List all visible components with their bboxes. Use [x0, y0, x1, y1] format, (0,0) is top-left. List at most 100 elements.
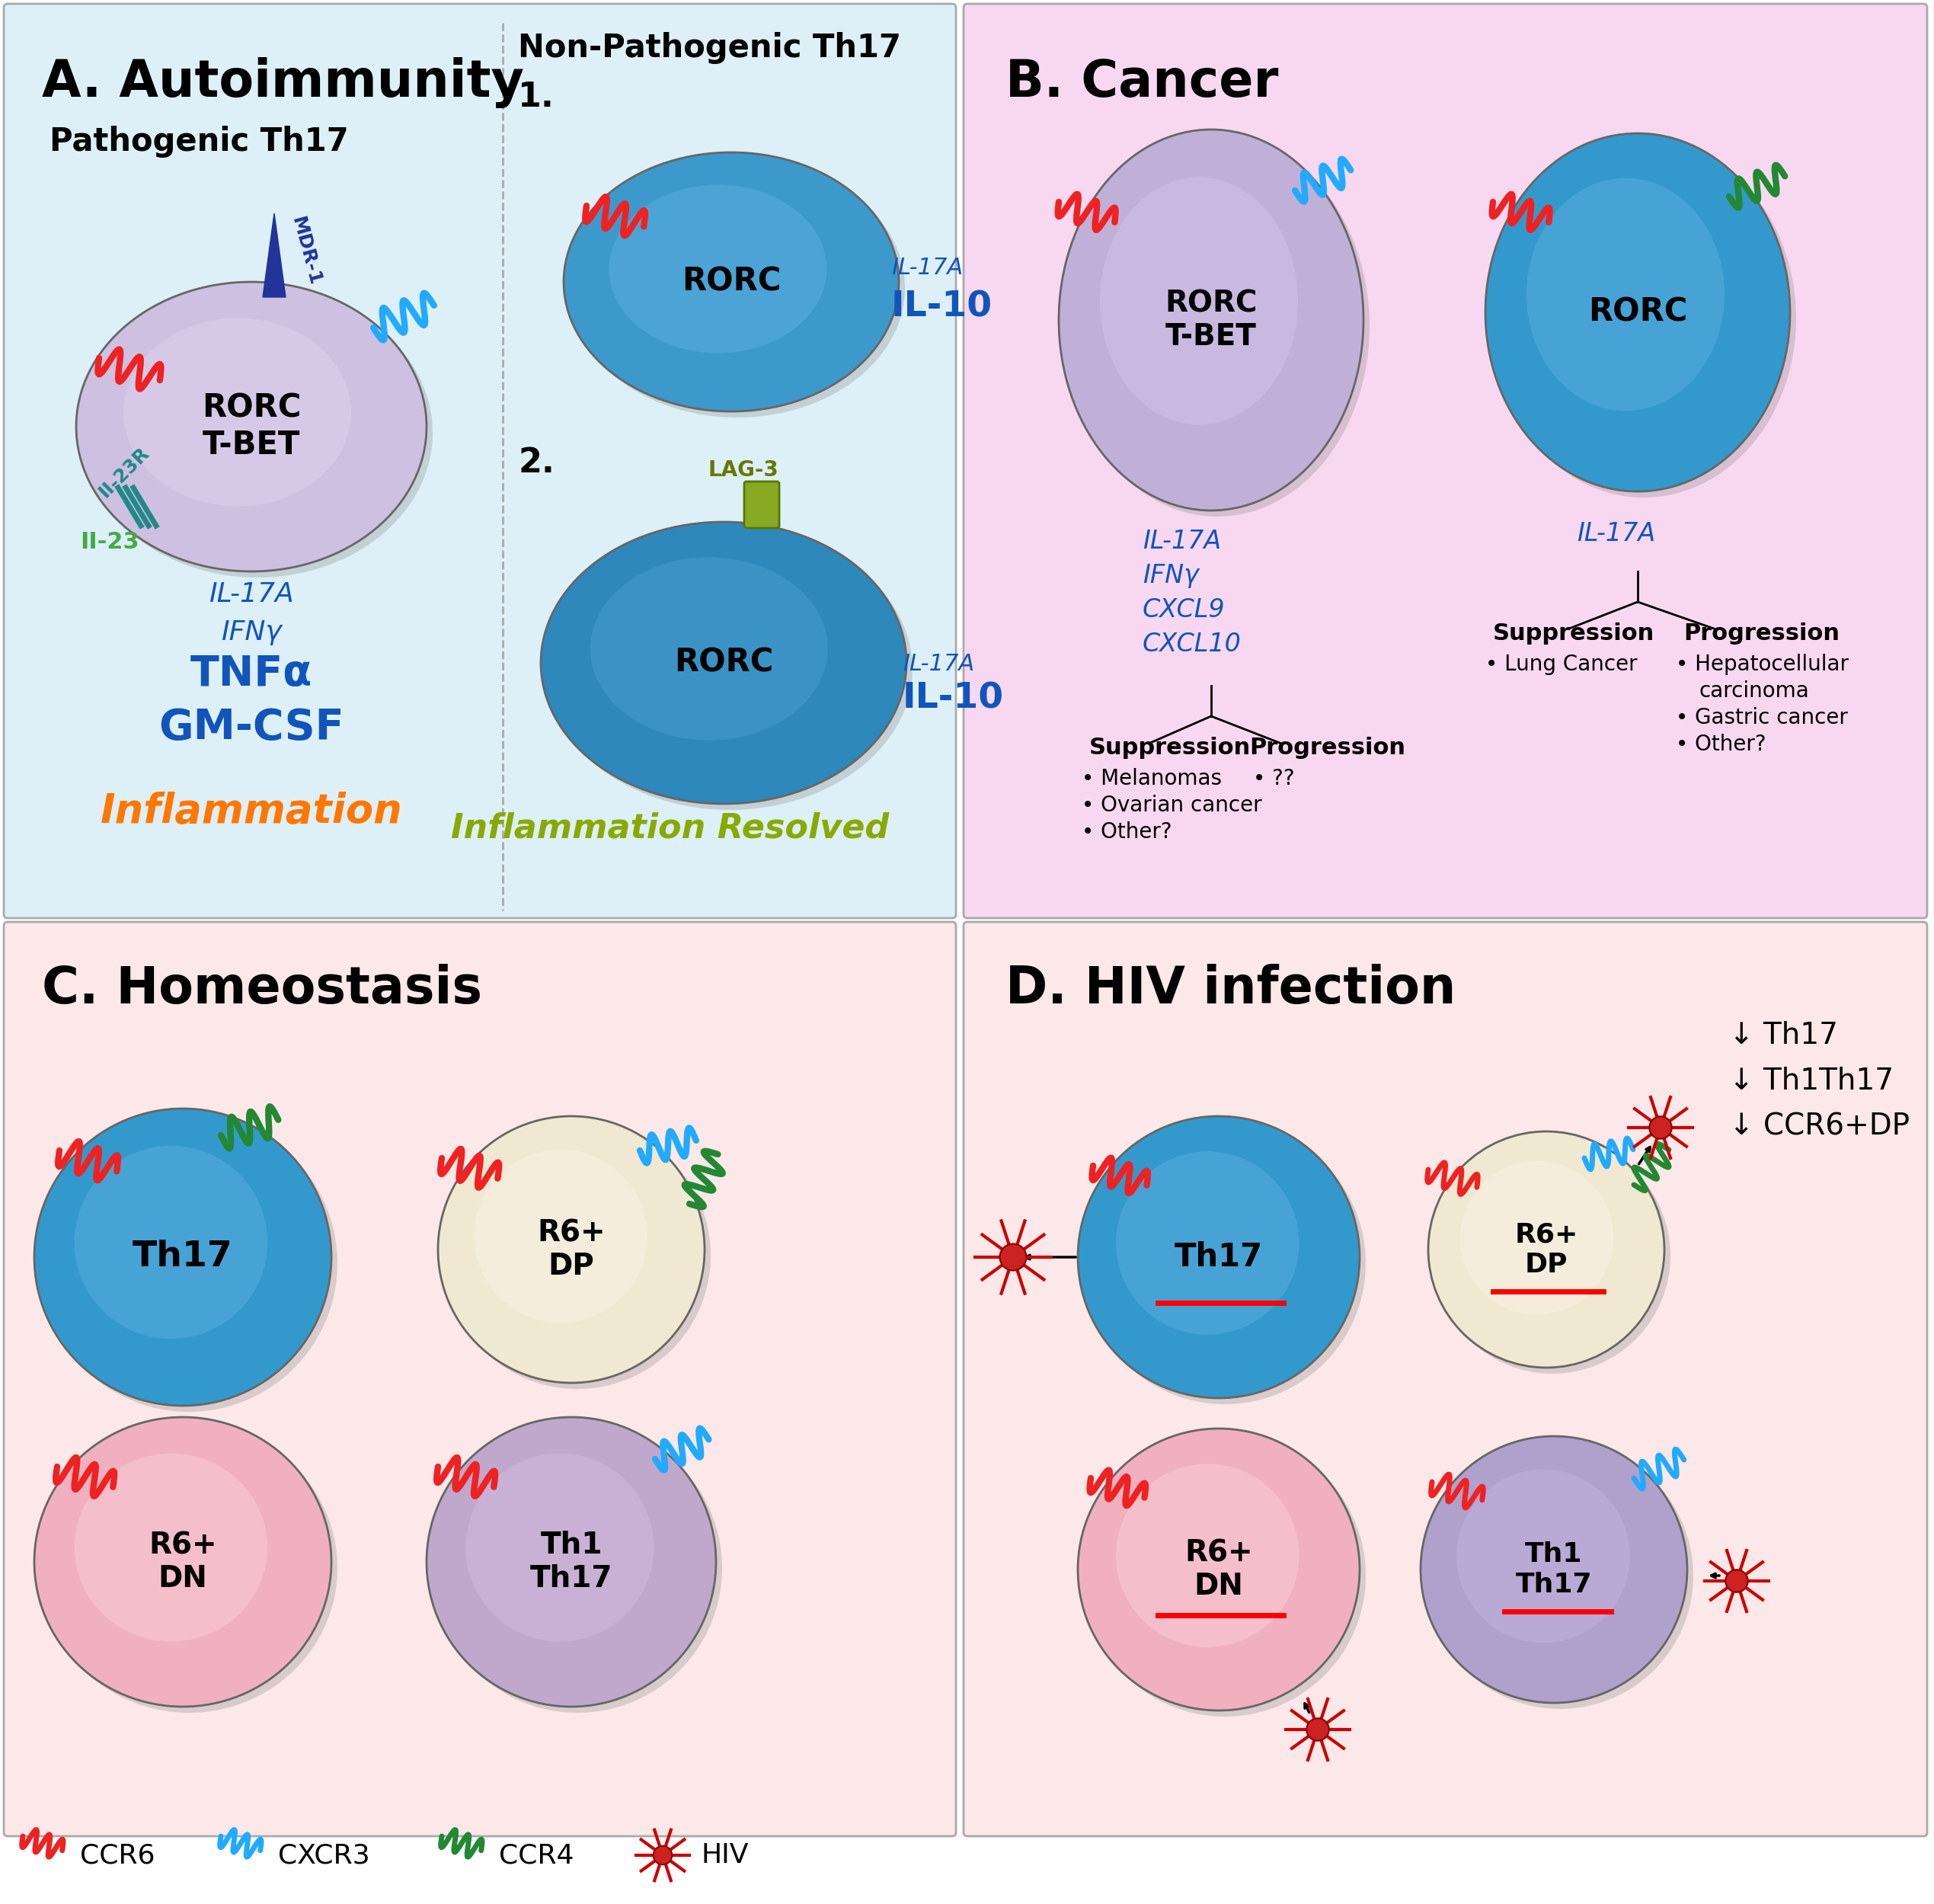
Text: • Ovarian cancer: • Ovarian cancer: [1081, 794, 1261, 817]
Text: Suppression: Suppression: [1089, 737, 1251, 760]
Text: • Other?: • Other?: [1081, 821, 1172, 843]
Text: RORC
T-BET: RORC T-BET: [1164, 289, 1257, 350]
Ellipse shape: [1456, 1470, 1630, 1643]
Text: LAG-3: LAG-3: [708, 459, 779, 482]
Ellipse shape: [1066, 135, 1369, 516]
Ellipse shape: [1083, 1121, 1365, 1403]
Ellipse shape: [1427, 1131, 1665, 1367]
Text: R6+
DN: R6+ DN: [149, 1531, 217, 1594]
Text: IFNγ: IFNγ: [220, 619, 282, 645]
Text: IFNγ: IFNγ: [1143, 564, 1199, 588]
Text: • Other?: • Other?: [1675, 733, 1766, 756]
Text: CXCL10: CXCL10: [1143, 632, 1242, 657]
Ellipse shape: [35, 1108, 331, 1405]
Text: B. Cancer: B. Cancer: [1006, 57, 1278, 107]
Ellipse shape: [1077, 1116, 1360, 1398]
Text: Suppression: Suppression: [1493, 623, 1656, 645]
Text: R6+
DP: R6+ DP: [1514, 1222, 1578, 1278]
FancyBboxPatch shape: [963, 4, 1926, 918]
Text: GM-CSF: GM-CSF: [159, 706, 344, 748]
Text: RORC: RORC: [1588, 297, 1686, 327]
Ellipse shape: [609, 185, 826, 352]
Text: HIV: HIV: [700, 1843, 748, 1868]
Text: CCR6: CCR6: [79, 1843, 155, 1868]
Ellipse shape: [124, 318, 352, 506]
Ellipse shape: [590, 558, 828, 741]
Text: CCR4: CCR4: [499, 1843, 574, 1868]
FancyBboxPatch shape: [4, 922, 955, 1835]
Ellipse shape: [75, 282, 427, 571]
Ellipse shape: [571, 158, 905, 417]
Text: 1.: 1.: [518, 80, 555, 114]
Ellipse shape: [433, 1422, 721, 1714]
Text: R6+
DN: R6+ DN: [1186, 1538, 1253, 1601]
Text: carcinoma: carcinoma: [1698, 680, 1808, 703]
Ellipse shape: [427, 1417, 716, 1706]
Text: Th17: Th17: [133, 1240, 232, 1274]
Text: IL-10: IL-10: [892, 289, 992, 324]
Text: • Melanomas: • Melanomas: [1081, 767, 1222, 790]
Ellipse shape: [41, 1422, 337, 1714]
Text: • Hepatocellular: • Hepatocellular: [1675, 653, 1849, 676]
Text: ↓ Th1Th17: ↓ Th1Th17: [1729, 1066, 1893, 1095]
Text: Th17: Th17: [1174, 1241, 1263, 1274]
Text: RORC: RORC: [681, 267, 781, 297]
Text: IL-17A: IL-17A: [209, 581, 294, 607]
Text: CXCR3: CXCR3: [278, 1843, 369, 1868]
Text: Progression: Progression: [1249, 737, 1406, 760]
Text: • Gastric cancer: • Gastric cancer: [1675, 706, 1847, 729]
Ellipse shape: [1650, 1116, 1671, 1139]
Ellipse shape: [1077, 1428, 1360, 1710]
Ellipse shape: [41, 1114, 337, 1411]
FancyBboxPatch shape: [4, 4, 955, 918]
Text: Th1
Th17: Th1 Th17: [1516, 1542, 1592, 1597]
Ellipse shape: [1100, 177, 1298, 425]
Text: IL-17A: IL-17A: [903, 653, 975, 676]
Text: II-23: II-23: [79, 531, 139, 554]
Ellipse shape: [563, 152, 899, 411]
Text: D. HIV infection: D. HIV infection: [1006, 963, 1456, 1015]
Text: IL-17A: IL-17A: [892, 257, 963, 278]
Ellipse shape: [466, 1453, 654, 1641]
Text: ↓ Th17: ↓ Th17: [1729, 1021, 1837, 1049]
Ellipse shape: [1307, 1717, 1329, 1740]
Ellipse shape: [437, 1116, 704, 1382]
Ellipse shape: [474, 1150, 648, 1323]
Text: A. Autoimmunity: A. Autoimmunity: [43, 57, 524, 109]
Text: RORC
T-BET: RORC T-BET: [201, 392, 302, 461]
Ellipse shape: [1116, 1152, 1300, 1335]
Ellipse shape: [1725, 1569, 1748, 1592]
Polygon shape: [263, 213, 286, 297]
Ellipse shape: [1421, 1436, 1686, 1702]
Text: Progression: Progression: [1683, 623, 1839, 645]
Text: RORC: RORC: [673, 647, 774, 680]
Text: • ??: • ??: [1253, 767, 1294, 790]
Ellipse shape: [35, 1417, 331, 1706]
Ellipse shape: [1526, 179, 1725, 411]
Text: MDR-1: MDR-1: [288, 215, 323, 288]
Ellipse shape: [1427, 1443, 1694, 1710]
Text: Pathogenic Th17: Pathogenic Th17: [50, 126, 348, 158]
Ellipse shape: [73, 1453, 267, 1641]
Ellipse shape: [1116, 1464, 1300, 1647]
Ellipse shape: [547, 527, 913, 809]
Text: Inflammation Resolved: Inflammation Resolved: [451, 813, 890, 845]
Ellipse shape: [1000, 1243, 1027, 1270]
Text: Th1
Th17: Th1 Th17: [530, 1531, 613, 1594]
Ellipse shape: [83, 288, 433, 577]
Ellipse shape: [1083, 1436, 1365, 1717]
Text: IL-17A: IL-17A: [1576, 522, 1656, 546]
Text: 2.: 2.: [518, 446, 555, 480]
Ellipse shape: [1485, 133, 1791, 491]
FancyBboxPatch shape: [745, 482, 779, 527]
Ellipse shape: [1058, 129, 1363, 510]
Ellipse shape: [542, 522, 907, 803]
Text: • Lung Cancer: • Lung Cancer: [1485, 653, 1638, 676]
Text: II-23R: II-23R: [95, 444, 153, 501]
Text: Non-Pathogenic Th17: Non-Pathogenic Th17: [518, 32, 901, 65]
Text: TNFα: TNFα: [190, 653, 313, 695]
FancyBboxPatch shape: [963, 922, 1926, 1835]
Ellipse shape: [1460, 1161, 1613, 1314]
Ellipse shape: [654, 1845, 671, 1864]
Text: IL-17A: IL-17A: [1143, 529, 1220, 554]
